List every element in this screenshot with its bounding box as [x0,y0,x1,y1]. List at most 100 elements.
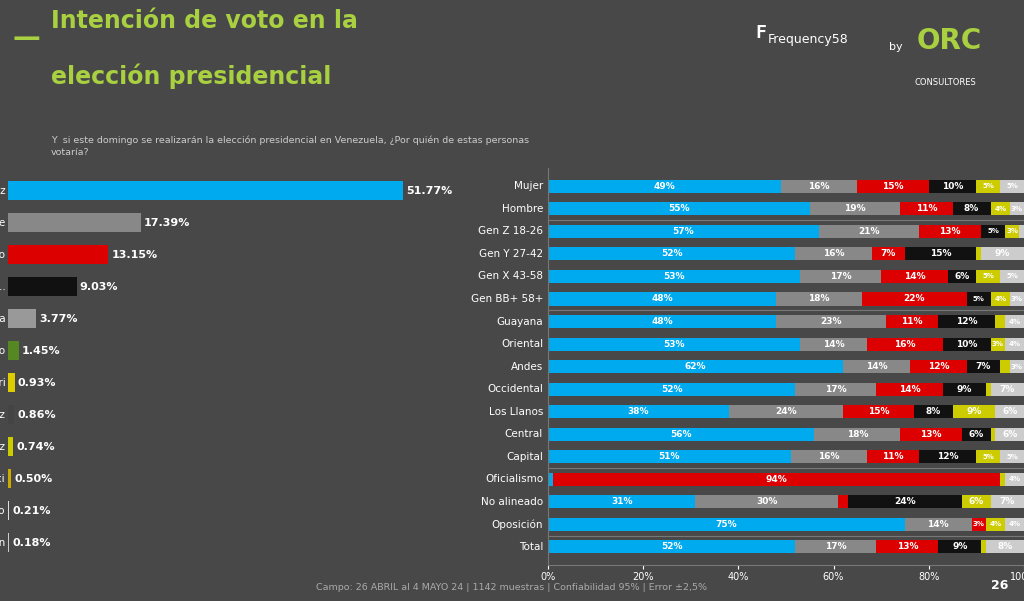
Text: No sabe: No sabe [0,218,5,228]
Bar [881,270,948,283]
Text: 23%: 23% [820,317,842,326]
Bar [990,428,995,441]
Text: 4%: 4% [994,296,1007,302]
Text: 15%: 15% [868,407,890,416]
Text: 16%: 16% [818,453,840,461]
Text: 6%: 6% [954,272,970,281]
Bar [1000,180,1024,193]
Text: 1.45%: 1.45% [22,346,60,356]
Text: 26: 26 [991,579,1009,592]
Bar [952,203,990,215]
Text: 11%: 11% [915,204,937,213]
Text: 14%: 14% [903,272,926,281]
Text: Oriental: Oriental [501,339,543,349]
Bar [7,469,11,488]
Bar [548,518,905,531]
Bar [981,248,1024,260]
Text: Oposición: Oposición [492,519,543,529]
Text: 0.74%: 0.74% [16,442,55,451]
Bar [7,182,403,200]
Text: by: by [889,42,902,52]
Text: 0.50%: 0.50% [14,474,53,484]
Bar [963,495,990,508]
Bar [967,293,990,305]
Bar [548,338,800,350]
Text: Capital: Capital [506,452,543,462]
Bar [977,180,1000,193]
Bar [963,428,990,441]
Text: 13%: 13% [921,430,942,439]
Text: 9%: 9% [995,249,1011,258]
Bar [900,203,952,215]
Bar [1000,450,1024,463]
Text: 51%: 51% [658,453,680,461]
Text: 4%: 4% [994,206,1007,212]
Bar [990,495,1024,508]
Bar [943,383,986,395]
Bar [1010,203,1024,215]
Text: Javier Bertucci: Javier Bertucci [0,474,5,484]
Text: 53%: 53% [664,272,685,281]
Text: 8%: 8% [926,407,941,416]
Bar [990,293,1010,305]
Bar [776,315,886,328]
Bar [920,450,976,463]
Text: 7%: 7% [999,385,1015,394]
Bar [1010,360,1024,373]
Bar [972,518,986,531]
Text: 17.39%: 17.39% [143,218,190,228]
Bar [943,338,990,350]
Text: 52%: 52% [660,543,682,551]
Text: 18%: 18% [809,294,830,304]
Text: Enrique Márquez: Enrique Márquez [0,441,5,452]
Text: Claudio Fermín: Claudio Fermín [0,537,5,548]
Text: Nicolas Maduro: Nicolas Maduro [0,249,5,260]
Text: 5%: 5% [1007,454,1018,460]
Text: elección presidencial: elección presidencial [51,63,332,88]
Text: 0.18%: 0.18% [12,537,50,548]
Bar [781,180,857,193]
Bar [7,405,14,424]
Bar [952,405,995,418]
Text: 13%: 13% [897,543,919,551]
Text: 94%: 94% [766,475,787,484]
Bar [810,203,900,215]
Bar [7,373,14,392]
Text: 9%: 9% [956,385,972,394]
Text: 52%: 52% [660,385,682,394]
Bar [843,405,914,418]
Text: 7%: 7% [976,362,991,371]
Text: 3%: 3% [992,341,1004,347]
Text: 56%: 56% [671,430,692,439]
Bar [938,540,981,554]
Text: 4%: 4% [1009,341,1021,347]
Text: 48%: 48% [651,294,673,304]
Bar [1005,315,1024,328]
Text: 10%: 10% [956,340,978,349]
Text: 30%: 30% [756,498,777,506]
Text: 3%: 3% [1007,228,1018,234]
Text: Hombre: Hombre [502,204,543,214]
Text: 11%: 11% [901,317,923,326]
Text: 8%: 8% [964,204,979,213]
Bar [1019,225,1024,238]
Bar [796,383,877,395]
Bar [791,450,867,463]
Text: 48%: 48% [651,317,673,326]
Text: 4%: 4% [1009,477,1021,482]
Text: 13.15%: 13.15% [112,249,158,260]
Bar [877,540,938,554]
Bar [977,450,1000,463]
Bar [867,338,943,350]
Text: 38%: 38% [628,407,649,416]
Bar [548,225,819,238]
Text: Benjamín Rausseo: Benjamín Rausseo [0,346,5,356]
Text: 14%: 14% [928,520,949,529]
Text: 24%: 24% [894,498,915,506]
Text: 9%: 9% [952,543,968,551]
Bar [1005,518,1024,531]
Bar [1000,473,1005,486]
Bar [548,315,776,328]
Text: 24%: 24% [775,407,797,416]
Text: 5%: 5% [982,273,994,279]
